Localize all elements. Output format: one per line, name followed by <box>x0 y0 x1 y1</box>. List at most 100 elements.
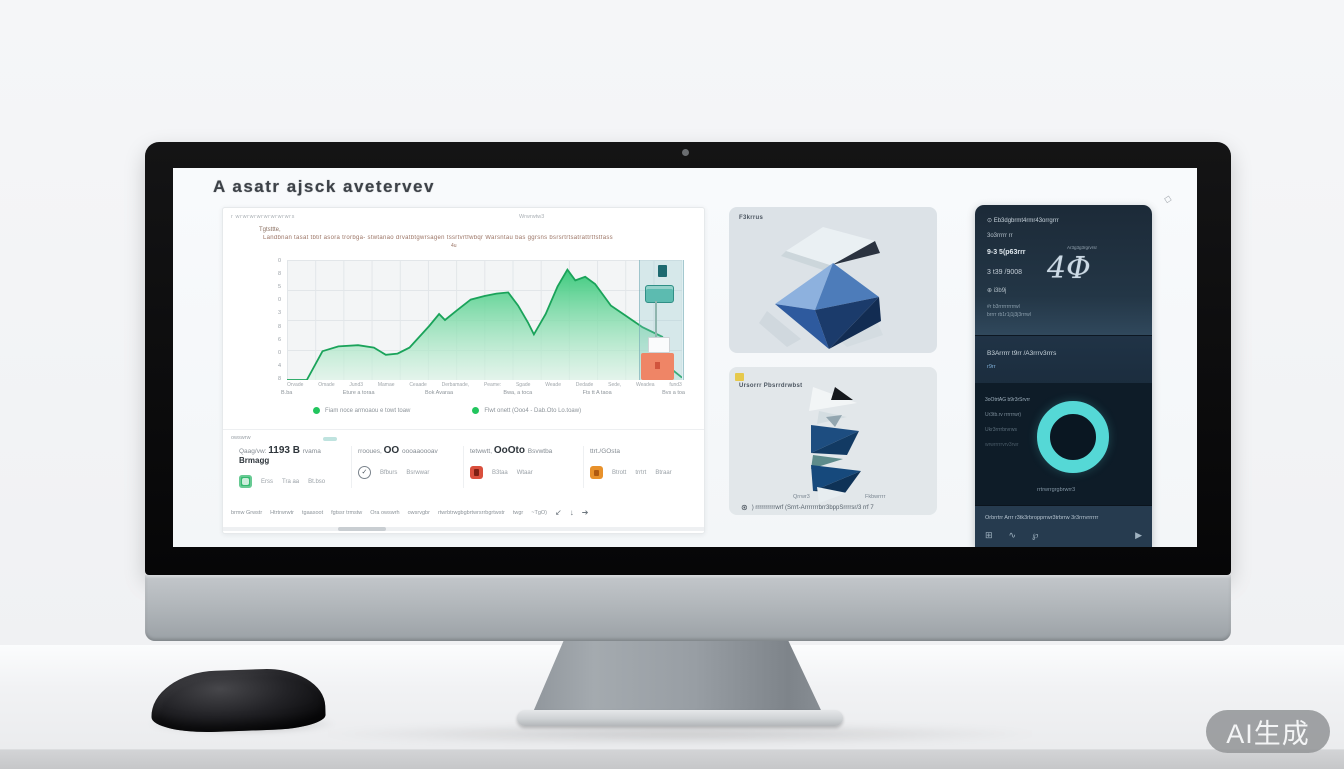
check-circle-icon[interactable] <box>358 466 371 479</box>
asset-card-wedges[interactable]: Ursorrr Pbsrrdrwbst Qrrwr3 Fkbwrrrr ⊛ ) … <box>729 367 937 515</box>
monitor-stand-neck <box>533 641 822 712</box>
footer-link[interactable]: Ora owswrh <box>370 509 400 516</box>
stat-header-value: OO <box>383 445 402 456</box>
panel-subheader-section[interactable]: B3Arrrrr t9rr /A3rrrv3rrrs r9rr <box>975 335 1152 384</box>
x-tick-label: Ceaade <box>409 382 427 388</box>
selection-flag-icon <box>658 265 667 277</box>
scrollbar-thumb[interactable] <box>338 527 386 531</box>
card-footer-links: brmw Grwstr Htrtrwrwtr tgaasoot fgtssr trms… <box>231 508 697 517</box>
action-bar-text: Orbrrtrr Arrr r3tk3rbropprrwr3trbrrw 3r3… <box>985 515 1099 521</box>
panel-ring-section: 3oOtrtAG b9r3rSrvrr Ur3tb.rv rrrrrrwr) Ukr… <box>975 383 1152 505</box>
stat-value: Wtaar <box>516 469 533 476</box>
stat-value: Btraar <box>655 469 672 476</box>
red-square-icon[interactable] <box>470 466 483 479</box>
tooltip-marker <box>645 285 674 303</box>
x-tick-label: Sede, <box>608 382 622 388</box>
footer-arrow-icon[interactable]: ➔ <box>581 508 589 517</box>
stat-header-prefix: Qaag/vw: <box>239 448 269 455</box>
footer-link[interactable]: Htrtrwrwtr <box>270 509 294 516</box>
stats-mini-tab[interactable] <box>323 437 337 441</box>
x-tick-label: Weadea <box>635 382 655 388</box>
stat-header-prefix: ttrt./GOsta <box>590 448 620 455</box>
stat-header-value: 1193 B <box>268 445 303 456</box>
card-b-footer: ⊛ ) rrrrrrrrrrwrf (Srrrt-Arrrrrrrbrr3bpp… <box>741 503 931 512</box>
y-tick-label: 0 <box>277 258 281 264</box>
footer-link[interactable]: ~TgO) <box>531 509 548 516</box>
footer-link[interactable]: fgtssr trmstw <box>331 509 363 516</box>
stat-header-sub: Brmagg <box>239 456 270 465</box>
y-axis-ticks: 0 8 5 0 3 8 6 0 4 8 <box>265 258 281 382</box>
legend-item: Flwt onett (Ooo4 - Dab.Oto Lo.toaw) <box>472 407 581 414</box>
area-chart-plot[interactable] <box>287 260 684 380</box>
x-axis-ticks: Orvade Omade Jund3 Mamae Ceaade Derbamade, Pea… <box>287 382 682 388</box>
x-subtick-label: Bok Avaraa <box>424 390 453 396</box>
action-icon[interactable]: ℘ <box>1032 530 1039 540</box>
card-b-footer-text: ) rrrrrrrrrrwrf (Srrrt-Arrrrrrrbrr3bppSr… <box>751 504 874 511</box>
y-tick-label: 4 <box>277 362 281 369</box>
footer-link[interactable]: brmw Grwstr <box>231 509 263 516</box>
panel-meta-line: Ur3tb.rv rrrrrrwr) <box>985 412 1022 418</box>
x-tick-label: Derbamade, <box>441 382 470 388</box>
footer-link[interactable]: rtwrbtrwgbgbrtwrsrrbgrtwstr <box>437 509 505 516</box>
footer-arrow-icon[interactable]: ↓ <box>569 508 574 517</box>
y-tick-label: 8 <box>277 271 281 278</box>
stat-header: tetwwtt, OoOto Bsvwtba <box>470 446 577 456</box>
chart-card-menu-label[interactable]: Wrwrwtw3 <box>519 214 545 220</box>
stats-row: Qaag/vw: 1193 B rvama Brmagg Erss Tra aa Bt.… <box>233 446 695 488</box>
green-square-icon[interactable] <box>239 475 252 488</box>
asset-card-gem[interactable]: F3krrus <box>729 207 937 353</box>
panel-meta-line: 3oOtrtAG b9r3rSrvrr <box>985 397 1031 403</box>
panel-info-section: ⊙ Eb3dgbrmt4rmr43orrgrrr 3o3rrrrr rr 9-3… <box>975 205 1152 335</box>
panel-line-7: brrrr rb1r1j1j3j3rrrwl <box>987 312 1031 318</box>
plus-circle-icon: ⊕ <box>987 288 993 294</box>
chart-annotation-sub: 4u <box>451 243 457 249</box>
card-b-badge-icon <box>735 373 744 381</box>
action-icon[interactable]: ∿ <box>1008 530 1017 540</box>
corner-glyph-icon[interactable]: ◇ <box>1162 193 1173 206</box>
action-icon[interactable]: ⊞ <box>985 530 993 540</box>
stat-header: ttrt./GOsta <box>590 446 689 456</box>
stat-value: B3taa <box>492 469 508 476</box>
card-a-label: F3krrus <box>739 215 764 221</box>
action-icon[interactable]: ▶ <box>1135 530 1142 540</box>
chart-annotation-lead: Tgtsttte, <box>259 227 281 233</box>
card-b-caption-right: Fkbwrrrr <box>865 494 886 500</box>
chart-legend: Fiam noce armoaou e towt toaw Flwt onett … <box>313 407 581 414</box>
x-tick-label: Omade <box>318 382 335 388</box>
stat-header: rrooues, OO oooaaoooav <box>358 446 457 456</box>
target-icon: ⊛ <box>741 503 748 512</box>
ai-generated-watermark: AI生成 <box>1206 710 1330 753</box>
area-chart-svg <box>287 267 682 380</box>
footer-link[interactable]: owsrvgbr <box>407 509 430 516</box>
footer-link[interactable]: twgr <box>512 509 524 516</box>
horizontal-scrollbar[interactable] <box>223 527 704 531</box>
stat-values-row: Btrott trrtrt Btraar <box>590 466 689 479</box>
panel-id-value: 9-3 5(p63rrr <box>987 249 1026 256</box>
y-tick-label: 8 <box>277 375 281 382</box>
page-title: A asatr ajsck avetervev <box>213 177 435 196</box>
x-tick-label: Peame: <box>483 382 502 388</box>
panel-line-2: 3o3rrrrr rr <box>987 233 1013 239</box>
footer-arrow-icon[interactable]: ↙ <box>555 508 562 517</box>
panel-line-1: ⊙ Eb3dgbrmt4rmr43orrgrrr <box>987 217 1059 224</box>
stat-header-prefix: tetwwtt, <box>470 448 494 455</box>
panel-action-bar: Orbrrtrr Arrr r3tk3rbropprrwr3trbrrw 3r3… <box>975 505 1152 547</box>
card-b-label: Ursorrr Pbsrrdrwbst <box>739 383 803 389</box>
panel-subheader-link[interactable]: r9rr <box>987 364 996 370</box>
x-tick-label: fund3 <box>669 382 682 388</box>
stats-section-label: owswrw <box>231 435 251 441</box>
detail-side-panel: ⊙ Eb3dgbrmt4rmr43orrgrrr 3o3rrrrr rr 9-3… <box>975 205 1152 547</box>
legend-dot-icon <box>313 407 320 414</box>
y-tick-label: 0 <box>277 349 281 356</box>
stat-values-row: B3taa Wtaar <box>470 466 577 479</box>
stat-value: Bsrwwar <box>406 469 430 476</box>
webcam-dot <box>682 149 689 156</box>
y-tick-label: 0 <box>277 297 281 304</box>
footer-link[interactable]: tgaasoot <box>302 509 324 516</box>
x-subtick-label: B.ba <box>281 390 293 396</box>
panel-meta-line: Ukr3rrrrbrvrws <box>985 427 1017 433</box>
analytics-chart-card: r wrwrwrwrwrwrwrwrs Wrwrwtw3 Tgtsttte, L… <box>222 207 705 534</box>
orange-square-icon[interactable] <box>590 466 603 479</box>
panel-meta-line: wrwrrrrrvrv3rwr <box>985 442 1019 448</box>
x-subtick-label: Bvs a toa <box>662 390 685 396</box>
